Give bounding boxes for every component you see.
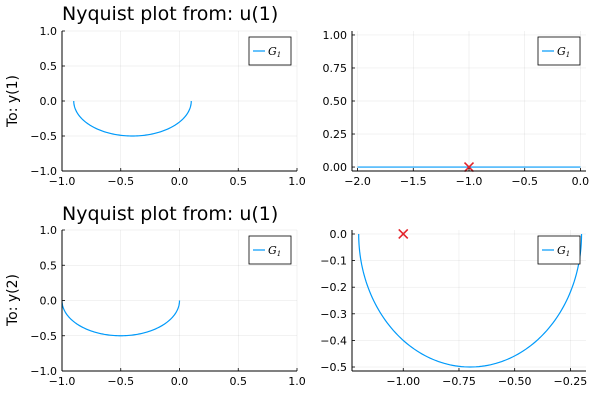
x-tick-label: 0.0 [171,375,189,388]
x-tick-label: 1.0 [288,375,306,388]
y-tick-label: 0.0 [40,95,58,108]
y-tick-label: 0.5 [40,259,58,272]
x-tick-label: 1.0 [288,175,306,188]
x-tick-label: −0.5 [511,175,538,188]
y-tick-label: 0.0 [40,295,58,308]
y-axis-label: To: y(1) [5,75,21,128]
y-tick-label: 1.0 [40,25,58,38]
y-tick-label: 0.0 [330,228,348,241]
y-tick-label: 1.00 [323,29,348,42]
x-tick-label: −0.50 [498,375,532,388]
x-tick-label: 0.5 [230,375,248,388]
y-tick-label: −1.0 [30,165,57,178]
subplot-4: −1.00 −0.75 −0.50 −0.25 −0.5 −0.4 −0.3 −0.2 −0.1… [320,228,587,388]
x-tick-label: −1.0 [49,175,76,188]
y-tick-label: 0.5 [40,60,58,73]
legend: G1 [248,235,292,265]
y-tick-label: −1.0 [30,365,57,378]
legend: G1 [537,235,581,265]
y-tick-label: −0.2 [320,281,347,294]
subplot-title: Nyquist plot from: u(1) [62,3,278,25]
subplot-1: −1.0 −0.5 0.0 0.5 1.0 −1.0 −0.5 0.0 0.5 1.0 Nyquis… [5,3,306,188]
y-tick-label: 0.50 [323,95,348,108]
x-tick-label: −1.0 [49,375,76,388]
series-line-G1 [62,300,181,337]
y-axis-label: To: y(2) [5,274,21,327]
x-tick-label: −1.00 [386,375,420,388]
x-tick-label: −0.5 [107,175,134,188]
legend: G1 [248,36,292,66]
y-tick-label: −0.5 [30,130,57,143]
series-line-G1 [358,233,583,368]
y-tick-label: −0.3 [320,308,347,321]
x-tick-label: 0.0 [572,175,590,188]
x-tick-label: 0.0 [171,175,189,188]
x-tick-label: −0.75 [442,375,476,388]
legend: G1 [537,36,581,66]
y-tick-label: −0.5 [320,361,347,374]
y-tick-label: 1.0 [40,224,58,237]
legend-box [248,235,292,265]
y-tick-label: −0.5 [30,330,57,343]
y-tick-label: −0.1 [320,255,347,268]
critical-point-marker [463,161,475,173]
x-tick-label: −1.5 [400,175,427,188]
y-tick-label: 0.25 [323,128,348,141]
y-tick-label: 0.75 [323,62,348,75]
subplot-3: −1.0 −0.5 0.0 0.5 1.0 −1.0 −0.5 0.0 0.5 1.0 Nyquis… [5,203,306,388]
y-tick-label: −0.4 [320,334,347,347]
y-tick-label: 0.00 [323,161,348,174]
x-tick-label: −2.0 [344,175,371,188]
critical-point-marker [398,228,409,240]
x-tick-label: −0.5 [107,375,134,388]
subplot-title: Nyquist plot from: u(1) [62,203,278,225]
series-line-G1 [73,100,192,137]
subplot-2: −2.0 −1.5 −1.0 −0.5 0.0 0.00 0.25 0.50 0.75 1.00 G… [323,29,590,188]
x-tick-label: −1.0 [456,175,483,188]
x-tick-label: −0.25 [554,375,588,388]
x-tick-label: 0.5 [230,175,248,188]
